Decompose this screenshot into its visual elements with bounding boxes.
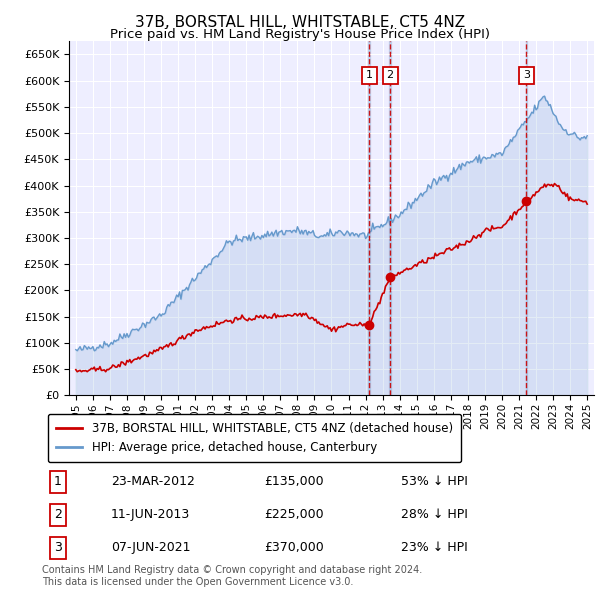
Bar bbox=[368, 41, 370, 395]
Text: 23% ↓ HPI: 23% ↓ HPI bbox=[401, 541, 468, 555]
Legend: 37B, BORSTAL HILL, WHITSTABLE, CT5 4NZ (detached house), HPI: Average price, det: 37B, BORSTAL HILL, WHITSTABLE, CT5 4NZ (… bbox=[48, 414, 461, 463]
Text: 2: 2 bbox=[386, 70, 394, 80]
Text: 3: 3 bbox=[54, 541, 62, 555]
Text: 2: 2 bbox=[54, 508, 62, 522]
Text: 28% ↓ HPI: 28% ↓ HPI bbox=[401, 508, 468, 522]
Text: £225,000: £225,000 bbox=[264, 508, 323, 522]
Text: 3: 3 bbox=[523, 70, 530, 80]
Text: Price paid vs. HM Land Registry's House Price Index (HPI): Price paid vs. HM Land Registry's House … bbox=[110, 28, 490, 41]
Text: 53% ↓ HPI: 53% ↓ HPI bbox=[401, 475, 468, 489]
Text: 11-JUN-2013: 11-JUN-2013 bbox=[110, 508, 190, 522]
Text: 37B, BORSTAL HILL, WHITSTABLE, CT5 4NZ: 37B, BORSTAL HILL, WHITSTABLE, CT5 4NZ bbox=[135, 15, 465, 30]
Text: £135,000: £135,000 bbox=[264, 475, 323, 489]
Text: 1: 1 bbox=[54, 475, 62, 489]
Bar bbox=[389, 41, 391, 395]
Text: 07-JUN-2021: 07-JUN-2021 bbox=[110, 541, 190, 555]
Bar bbox=[526, 41, 527, 395]
Text: Contains HM Land Registry data © Crown copyright and database right 2024.
This d: Contains HM Land Registry data © Crown c… bbox=[42, 565, 422, 587]
Text: 1: 1 bbox=[366, 70, 373, 80]
Text: £370,000: £370,000 bbox=[264, 541, 323, 555]
Text: 23-MAR-2012: 23-MAR-2012 bbox=[110, 475, 194, 489]
